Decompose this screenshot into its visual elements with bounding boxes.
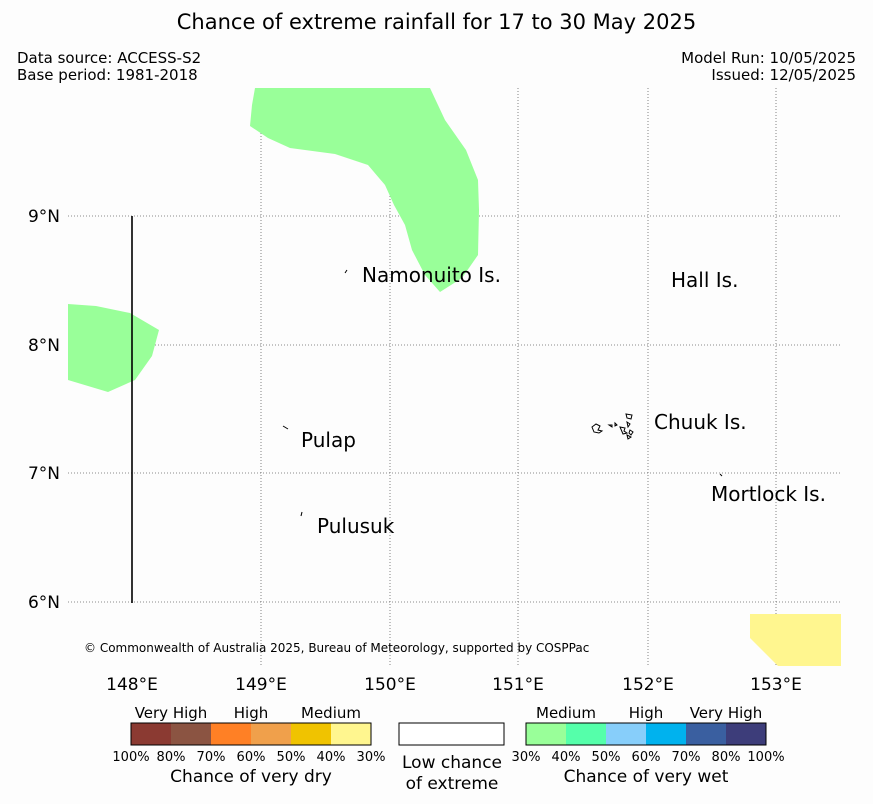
place-label-pulap: Pulap — [301, 428, 356, 452]
legend-dry-frame — [130, 722, 372, 746]
legend-dry-swatch-3 — [211, 723, 251, 745]
legend-wet-swatch-2 — [566, 723, 606, 745]
legend-dry-caption: Chance of very dry — [170, 767, 332, 787]
map-title: Chance of extreme rainfall for 17 to 30 … — [176, 10, 697, 34]
legend-wet-colorbar — [525, 722, 767, 746]
legend-dry-tick-6: 40% — [317, 750, 346, 765]
dry-medium-region-southeast — [750, 614, 841, 666]
place-label-namonuito: Namonuito Is. — [362, 263, 501, 287]
legend-wet-swatch-5 — [686, 723, 726, 745]
legend-dry-tick-2: 80% — [157, 750, 186, 765]
islands — [282, 269, 723, 517]
legend-dry-tick-1: 100% — [112, 750, 149, 765]
legend-dry-tick-3: 70% — [197, 750, 226, 765]
legend-wet-tick-6: 80% — [712, 750, 741, 765]
legend-dry-swatch-4 — [251, 723, 291, 745]
pulap-island-mark — [282, 425, 289, 430]
legend-dry-tick-5: 50% — [277, 750, 306, 765]
lon-label-153e: 153°E — [750, 675, 802, 695]
legend-wet-swatch-6 — [726, 723, 766, 745]
issued-date: Issued: 12/05/2025 — [711, 66, 856, 84]
legend-low-swatch — [398, 722, 505, 746]
mortlock-island-mark — [719, 473, 723, 477]
legend-low-line2: of extreme — [406, 774, 499, 794]
gridlines — [68, 88, 841, 665]
lon-label-150e: 150°E — [364, 675, 416, 695]
legend-wet-tick-5: 70% — [672, 750, 701, 765]
meta-right: Model Run: 10/05/2025 Issued: 12/05/2025 — [681, 50, 856, 84]
legend-low-line1: Low chance — [402, 753, 502, 773]
legend-dry-tick-4: 60% — [237, 750, 266, 765]
legend-wet-tick-3: 50% — [592, 750, 621, 765]
legend-dry-tick-7: 30% — [357, 750, 386, 765]
legend-dry-swatch-2 — [171, 723, 211, 745]
legend-wet-cat-high: High — [629, 704, 663, 722]
legend-wet-tick-7: 100% — [747, 750, 784, 765]
wet-medium-region-north — [250, 88, 479, 292]
legend-dry-swatch-1 — [131, 723, 171, 745]
legend-wet-tick-4: 60% — [632, 750, 661, 765]
wet-medium-region-west — [68, 304, 159, 392]
lon-label-151e: 151°E — [492, 675, 544, 695]
legend-dry-colorbar — [130, 722, 372, 746]
lat-label-7n: 7°N — [28, 464, 60, 484]
legend-wet-cat-medium: Medium — [536, 704, 596, 722]
legend-wet-tick-1: 30% — [512, 750, 541, 765]
legend-wet-cat-very-high: Very High — [690, 704, 763, 722]
legend-dry-cat-high: High — [234, 704, 268, 722]
data-source: Data source: ACCESS-S2 — [17, 49, 202, 67]
pulusuk-island-mark — [300, 511, 303, 517]
meta-left: Data source: ACCESS-S2 Base period: 1981… — [17, 50, 201, 84]
legend-wet-swatch-4 — [646, 723, 686, 745]
lat-label-9n: 9°N — [28, 207, 60, 227]
legend-wet-frame — [525, 722, 767, 746]
namonuito-island-mark — [344, 269, 348, 274]
place-label-pulusuk: Pulusuk — [317, 514, 395, 538]
lon-label-152e: 152°E — [622, 675, 674, 695]
legend-dry-swatch-6 — [331, 723, 371, 745]
place-label-mortlock: Mortlock Is. — [711, 482, 826, 506]
chuuk-islands-outline — [591, 413, 634, 440]
legend-dry-swatch-5 — [291, 723, 331, 745]
legend-dry-cat-medium: Medium — [301, 704, 361, 722]
lat-label-8n: 8°N — [28, 336, 60, 356]
model-run: Model Run: 10/05/2025 — [681, 49, 856, 67]
legend-wet-tick-2: 40% — [552, 750, 581, 765]
lon-label-148e: 148°E — [106, 675, 158, 695]
place-label-hall: Hall Is. — [671, 268, 738, 292]
copyright-notice: © Commonwealth of Australia 2025, Bureau… — [84, 641, 589, 655]
lat-label-6n: 6°N — [28, 593, 60, 613]
legend-wet-caption: Chance of very wet — [564, 767, 729, 787]
place-label-chuuk: Chuuk Is. — [654, 410, 747, 434]
legend-wet-swatch-1 — [526, 723, 566, 745]
lon-label-149e: 149°E — [235, 675, 287, 695]
base-period: Base period: 1981-2018 — [17, 66, 198, 84]
legend-dry-cat-very-high: Very High — [135, 704, 208, 722]
legend-wet-swatch-3 — [606, 723, 646, 745]
